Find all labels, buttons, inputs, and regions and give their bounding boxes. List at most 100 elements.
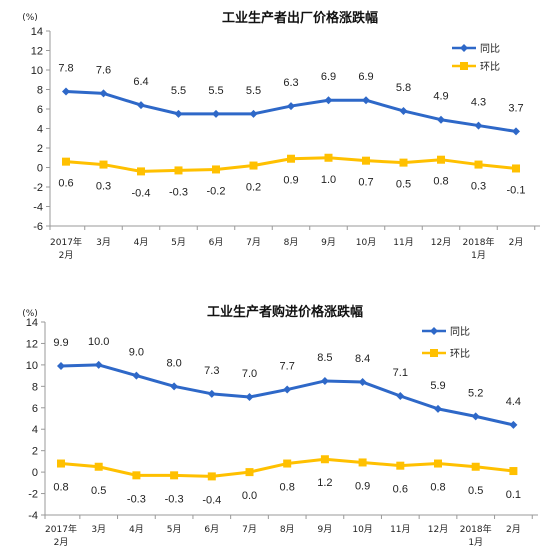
chart-1-yoy-data-label: 4.3 xyxy=(471,97,486,109)
chart-1-mom-data-label: 0.7 xyxy=(358,177,373,189)
chart-2-mom-point xyxy=(94,462,103,471)
chart-1-mom-data-label: 1.0 xyxy=(321,174,336,186)
chart-1-mom-point xyxy=(399,158,408,167)
chart-2-mom-data-label: 0.5 xyxy=(91,485,106,497)
chart-2-mom-point xyxy=(283,459,292,468)
chart-2-y-tick-label: -4 xyxy=(28,510,38,522)
chart-1-legend: 同比 环比 xyxy=(452,43,500,73)
chart-1-yoy-point xyxy=(249,109,258,118)
chart-2-plot: 14 12 10 8 6 4 2 0 -2 -4 2017年 2月 3月 4月 5月 6月 7月 8月 9月 10月 1… xyxy=(26,317,538,548)
chart-2-mom-point xyxy=(245,468,254,477)
chart-1-y-tick-label: 8 xyxy=(37,85,43,97)
chart-2-yoy-point xyxy=(471,412,480,421)
chart-1-yoy-data-label: 5.8 xyxy=(396,82,411,94)
chart-2-unit-label: (%) xyxy=(22,309,38,319)
chart-2-y-tick-label: -2 xyxy=(28,489,38,501)
chart-2-yoy-data-label: 9.9 xyxy=(53,337,68,349)
chart-2-yoy-point xyxy=(245,393,254,402)
chart-1-x-tick-label: 6月 xyxy=(209,237,224,248)
chart-2-mom-data-label: 1.2 xyxy=(317,477,332,489)
chart-1-yoy-point xyxy=(362,96,370,105)
chart-2-yoy-point xyxy=(57,361,65,370)
chart-2-x-tick-label: 12月 xyxy=(428,524,448,535)
chart-2-x-tick-label: 10月 xyxy=(352,524,372,535)
chart-2-y-tick-label: 4 xyxy=(32,424,38,436)
chart-1-mom-point xyxy=(174,166,183,175)
chart-2-x-tick-label: 2017年 xyxy=(45,523,77,535)
chart-1-y-tick-label: 2 xyxy=(37,143,43,155)
chart-2-mom-point xyxy=(57,459,65,468)
chart-2-yoy-point xyxy=(207,389,216,398)
chart-1-yoy-point xyxy=(137,101,145,110)
chart-1-yoy-data-label: 5.5 xyxy=(208,85,223,97)
chart-1-mom-point xyxy=(287,154,295,163)
chart-2-x-tick-label: 3月 xyxy=(91,524,106,535)
chart-1-mom-point xyxy=(137,167,145,176)
chart-2-yoy-point xyxy=(358,378,367,387)
chart-2-legend-yoy-marker xyxy=(430,327,438,335)
chart-1-x-tick-label: 2月 xyxy=(59,250,74,261)
chart-2-mom-data-label: -0.4 xyxy=(202,494,221,506)
chart-1-mom-data-label: 0.5 xyxy=(396,179,411,191)
chart-2-legend: 同比 环比 xyxy=(422,326,470,360)
chart-2-y-tick-label: 8 xyxy=(32,381,38,393)
chart-2-mom-data-label: 0.5 xyxy=(468,485,483,497)
chart-1-mom-data-label: 0.3 xyxy=(96,181,111,193)
chart-2-y-tick-label: 0 xyxy=(32,467,38,479)
chart-1-x-tick-label: 3月 xyxy=(96,237,111,248)
chart-2-mom-point xyxy=(170,471,179,480)
chart-2-mom-point xyxy=(509,467,518,476)
chart-2-x-tick-label: 5月 xyxy=(167,524,182,535)
chart-2-mom-data-label: -0.3 xyxy=(127,493,146,505)
chart-1-mom-data-label: -0.3 xyxy=(169,186,188,198)
chart-1-y-tick-label: 10 xyxy=(31,65,43,77)
chart-1-mom-data-label: 0.6 xyxy=(58,178,73,190)
chart-2-y-tick-label: 6 xyxy=(32,403,38,415)
chart-2-x-tick-label: 2月 xyxy=(54,537,69,548)
chart-2-yoy-data-label: 7.7 xyxy=(280,361,295,373)
chart-1-yoy-data-label: 5.5 xyxy=(246,85,261,97)
chart-1-x-tick-label: 4月 xyxy=(134,237,149,248)
chart-2-mom-data-label: 0.0 xyxy=(242,490,257,502)
chart-1-x-tick-label: 2月 xyxy=(509,237,524,248)
chart-2-yoy-point xyxy=(509,420,518,429)
chart-2-y-tick-label: 10 xyxy=(26,360,38,372)
chart-2-x-tick-label: 1月 xyxy=(468,537,483,548)
chart-2-x-tick-label: 9月 xyxy=(318,524,333,535)
chart-2-legend-mom-label: 环比 xyxy=(450,348,470,360)
chart-1-mom-point xyxy=(474,160,483,169)
chart-1-plot: 14 12 10 8 6 4 2 0 -2 -4 -6 2017年 2月 3月 4月 5月 6月 7月 8月 9月 10… xyxy=(31,26,540,261)
chart-2-yoy-data-label: 4.4 xyxy=(506,396,521,408)
chart-1-mom-point xyxy=(324,153,333,162)
chart-1-yoy-data-label: 6.3 xyxy=(283,77,298,89)
chart-2-mom-point xyxy=(320,455,329,464)
chart-2-mom-point xyxy=(471,462,480,471)
chart-2-yoy-point xyxy=(170,382,179,391)
chart-2-yoy-point xyxy=(283,385,292,394)
chart-1-yoy-data-label: 6.4 xyxy=(133,76,148,88)
chart-2-x-tick-label: 11月 xyxy=(390,524,410,535)
chart-2-title: 工业生产者购进价格涨跌幅 xyxy=(207,304,363,320)
chart-2-yoy-data-label: 8.0 xyxy=(166,357,181,369)
chart-1-mom-data-label: 0.2 xyxy=(246,182,261,194)
chart-1-yoy-data-label: 7.6 xyxy=(96,64,111,76)
chart-2-mom-data-label: 0.8 xyxy=(430,482,445,494)
chart-1-mom-point xyxy=(99,160,108,169)
chart-1-yoy-point xyxy=(174,109,183,118)
chart-1-y-tick-label: -2 xyxy=(33,182,43,194)
chart-1-y-tick-label: 12 xyxy=(31,46,43,58)
chart-2-yoy-point xyxy=(396,391,405,400)
chart-1-mom-data-label: 0.8 xyxy=(433,176,448,188)
chart-1-x-tick-label: 2018年 xyxy=(463,236,495,248)
chart-1-mom-data-label: -0.4 xyxy=(132,187,151,199)
chart-1-yoy-data-label: 7.8 xyxy=(58,62,73,74)
chart-1-legend-yoy-marker xyxy=(460,44,468,52)
chart-2-mom-data-label: 0.8 xyxy=(280,482,295,494)
chart-2-yoy-data-label: 9.0 xyxy=(129,347,144,359)
chart-2-x-tick-label: 6月 xyxy=(204,524,219,535)
chart-1-mom-point xyxy=(512,164,520,173)
chart-2-legend-mom-marker xyxy=(430,349,438,357)
chart-2-mom-point xyxy=(358,458,367,467)
chart-1-y-tick-label: -4 xyxy=(33,202,43,214)
chart-2-mom-data-label: -0.3 xyxy=(165,493,184,505)
